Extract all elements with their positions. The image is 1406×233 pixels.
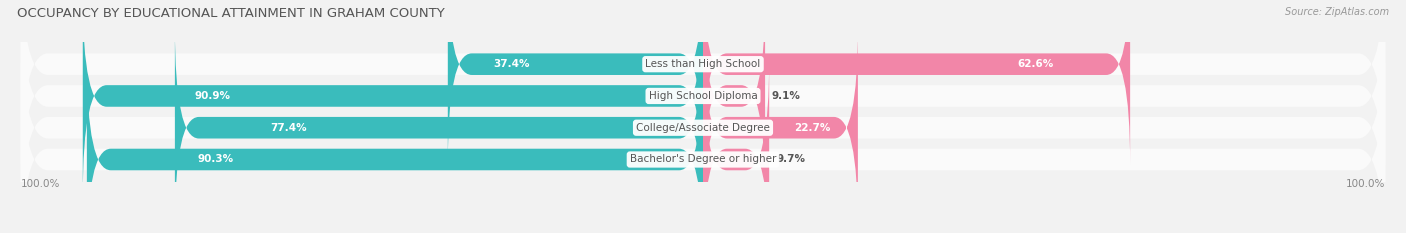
Text: 9.7%: 9.7% — [776, 154, 806, 164]
Text: Less than High School: Less than High School — [645, 59, 761, 69]
Text: 77.4%: 77.4% — [270, 123, 307, 133]
FancyBboxPatch shape — [703, 59, 769, 233]
Text: 100.0%: 100.0% — [1346, 179, 1385, 189]
FancyBboxPatch shape — [87, 59, 703, 233]
Text: 37.4%: 37.4% — [494, 59, 530, 69]
Text: High School Diploma: High School Diploma — [648, 91, 758, 101]
Text: 9.1%: 9.1% — [772, 91, 801, 101]
Text: 100.0%: 100.0% — [21, 179, 60, 189]
Text: OCCUPANCY BY EDUCATIONAL ATTAINMENT IN GRAHAM COUNTY: OCCUPANCY BY EDUCATIONAL ATTAINMENT IN G… — [17, 7, 444, 20]
FancyBboxPatch shape — [83, 0, 703, 196]
FancyBboxPatch shape — [174, 27, 703, 228]
FancyBboxPatch shape — [449, 0, 703, 164]
FancyBboxPatch shape — [703, 27, 858, 228]
FancyBboxPatch shape — [21, 0, 1385, 181]
FancyBboxPatch shape — [703, 0, 1130, 164]
Text: 22.7%: 22.7% — [793, 123, 830, 133]
Text: 62.6%: 62.6% — [1017, 59, 1053, 69]
Text: 90.9%: 90.9% — [194, 91, 231, 101]
FancyBboxPatch shape — [21, 11, 1385, 233]
FancyBboxPatch shape — [703, 0, 765, 196]
Text: 90.3%: 90.3% — [198, 154, 233, 164]
Legend: Owner-occupied, Renter-occupied: Owner-occupied, Renter-occupied — [586, 230, 820, 233]
Text: Bachelor's Degree or higher: Bachelor's Degree or higher — [630, 154, 776, 164]
FancyBboxPatch shape — [21, 43, 1385, 233]
Text: College/Associate Degree: College/Associate Degree — [636, 123, 770, 133]
FancyBboxPatch shape — [21, 0, 1385, 212]
Text: Source: ZipAtlas.com: Source: ZipAtlas.com — [1285, 7, 1389, 17]
